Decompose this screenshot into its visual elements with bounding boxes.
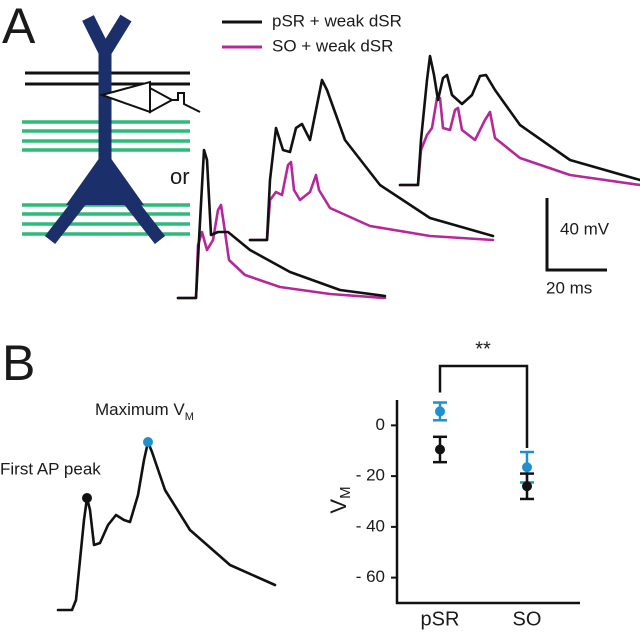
y-label-main: V [326, 499, 351, 514]
y-tick-label: 0 [376, 415, 385, 434]
y-axis-label: VM [326, 486, 354, 513]
scale-bar [545, 198, 607, 272]
annotation: or [170, 164, 190, 189]
legend-label: pSR + weak dSR [272, 11, 402, 30]
axes [395, 400, 580, 605]
panel-letter: B [2, 335, 35, 391]
data-point [522, 462, 532, 473]
data-point [522, 481, 532, 492]
x-tick-label: pSR [421, 608, 460, 630]
significance-bracket [438, 364, 529, 449]
annotation-main: Maximum V [95, 400, 185, 419]
marker [143, 437, 153, 447]
y-tick-label: - 20 [356, 466, 385, 485]
significance: ** [475, 338, 491, 360]
data-point [435, 406, 445, 417]
neuron-diagram [22, 14, 201, 244]
voltage-traces [176, 54, 640, 300]
annotation-sub: M [185, 411, 194, 423]
y-label-sub: M [337, 486, 354, 499]
marker [82, 493, 92, 503]
scale-label: 20 ms [546, 278, 592, 297]
data-point [435, 444, 445, 455]
y-tick-label: - 60 [356, 567, 385, 586]
dot-plot: VM ** 0 - 20 - 40 - 60 pSR SO [326, 338, 580, 630]
x-tick-label: SO [513, 608, 542, 630]
legend-label: SO + weak dSR [272, 36, 393, 55]
scale-label: 40 mV [560, 219, 610, 238]
annotation: First AP peak [0, 459, 101, 478]
y-tick-label: - 40 [356, 516, 385, 535]
panel-letter: A [2, 0, 36, 54]
annotation: Maximum VM [95, 400, 194, 422]
example-trace [56, 440, 277, 612]
